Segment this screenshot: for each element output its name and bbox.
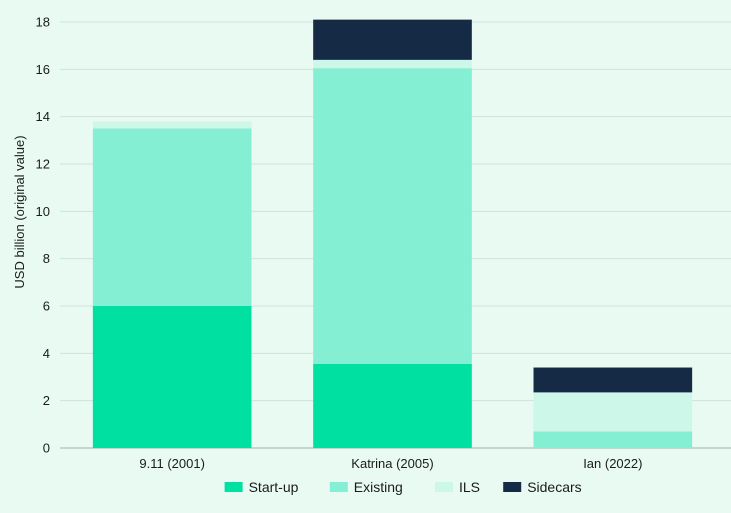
bar-segment-existing (92, 128, 252, 306)
x-category-label: Ian (2022) (583, 456, 642, 471)
legend-label: Sidecars (527, 479, 581, 495)
legend-label: Existing (354, 479, 403, 495)
y-tick-label: 14 (36, 109, 50, 124)
x-axis: 9.11 (2001) Katrina (2005) Ian (2022) (139, 456, 642, 471)
bar-segment-ils (92, 121, 252, 129)
legend-label: ILS (459, 479, 480, 495)
bar-segment-ils (313, 59, 472, 69)
bar-segment-ils (533, 392, 693, 432)
y-tick-label: 12 (36, 157, 50, 172)
bar-segment-start-up (92, 306, 252, 448)
legend-swatch (435, 482, 453, 492)
y-tick-label: 2 (43, 393, 50, 408)
y-tick-label: 8 (43, 251, 50, 266)
y-tick-label: 6 (43, 299, 50, 314)
x-category-label: 9.11 (2001) (139, 456, 205, 471)
y-tick-label: 0 (43, 441, 50, 456)
y-tick-label: 4 (43, 346, 50, 361)
y-axis: 0 2 4 6 8 10 12 14 16 18 (36, 15, 50, 456)
legend-swatch (503, 482, 522, 492)
y-axis-title: USD billion (original value) (12, 135, 27, 288)
y-tick-label: 16 (36, 62, 50, 77)
y-tick-label: 10 (36, 204, 50, 219)
legend-label: Start-up (249, 479, 299, 495)
bars (92, 19, 693, 448)
bar-segment-start-up (313, 363, 472, 448)
bar-segment-sidecars (533, 367, 693, 393)
x-category-label: Katrina (2005) (351, 456, 433, 471)
legend-swatch (224, 482, 243, 492)
legend-swatch (329, 482, 348, 492)
bar-segment-existing (533, 431, 693, 448)
bar-segment-existing (313, 68, 472, 364)
y-tick-label: 18 (36, 15, 50, 30)
legend: Start-up Existing ILS Sidecars (224, 479, 582, 495)
bar-segment-sidecars (313, 19, 472, 60)
